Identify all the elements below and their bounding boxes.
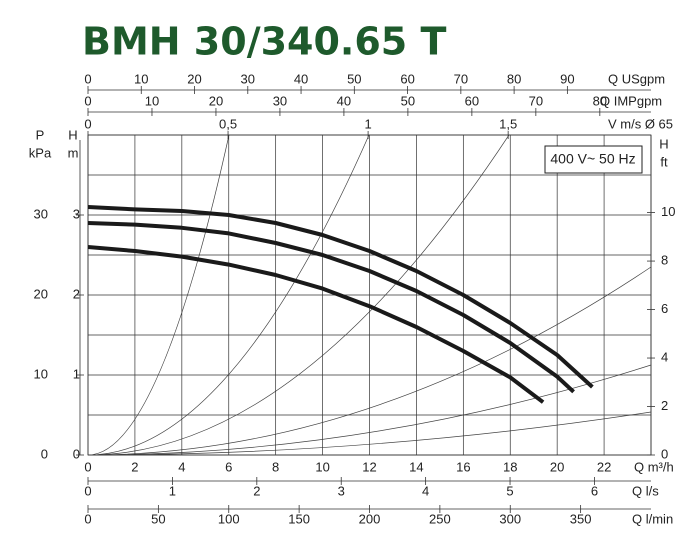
tick-label: 150 <box>288 511 310 526</box>
axis-label: kPa <box>29 145 52 160</box>
tick-label: 10 <box>34 366 48 381</box>
tick-label: 50 <box>151 511 165 526</box>
chart-title: BMH 30/340.65 T <box>82 20 446 64</box>
axis-label: V m/s Ø 65 <box>608 116 673 131</box>
axis-label: ft <box>660 154 668 169</box>
tick-label: 90 <box>560 71 574 86</box>
axis-label: Q USgpm <box>608 71 665 86</box>
tick-label: 8 <box>661 252 668 267</box>
x-tick-label: 20 <box>550 459 564 474</box>
tick-label: 50 <box>347 71 361 86</box>
tick-label: 40 <box>337 93 351 108</box>
x-tick-label: 4 <box>178 459 185 474</box>
x-tick-label: 10 <box>315 459 329 474</box>
tick-label: 0 <box>41 446 48 461</box>
tick-label: 3 <box>338 483 345 498</box>
tick-label: 100 <box>218 511 240 526</box>
annotation: 400 V~ 50 Hz <box>550 151 635 167</box>
pump-curve <box>87 221 575 394</box>
tick-label: 4 <box>661 349 668 364</box>
tick-label: 10 <box>134 71 148 86</box>
tick-label: 1 <box>169 483 176 498</box>
tick-label: 10 <box>661 204 675 219</box>
x-tick-label: 22 <box>597 459 611 474</box>
tick-label: 350 <box>570 511 592 526</box>
tick-label: 5 <box>506 483 513 498</box>
tick-label: 20 <box>209 93 223 108</box>
x-tick-label: 18 <box>503 459 517 474</box>
axis-label: Q l/min <box>632 511 673 526</box>
tick-label: 0 <box>84 511 91 526</box>
tick-label: 80 <box>593 93 607 108</box>
tick-label: 60 <box>400 71 414 86</box>
x-axis-label: Q m³/h <box>634 459 674 474</box>
tick-label: 250 <box>429 511 451 526</box>
tick-label: 40 <box>294 71 308 86</box>
tick-label: 10 <box>145 93 159 108</box>
y-tick-label: 3 <box>73 206 80 221</box>
tick-label: 50 <box>401 93 415 108</box>
tick-label: 2 <box>253 483 260 498</box>
tick-label: 1 <box>364 116 371 131</box>
x-tick-label: 14 <box>409 459 423 474</box>
tick-label: 300 <box>499 511 521 526</box>
y-axis-label: H <box>68 127 77 142</box>
y-tick-label: 1 <box>73 366 80 381</box>
pump-curve <box>87 245 545 404</box>
tick-label: 0 <box>84 483 91 498</box>
tick-label: 70 <box>454 71 468 86</box>
axis-label: H <box>659 136 668 151</box>
x-tick-label: 6 <box>225 459 232 474</box>
tick-label: 6 <box>661 301 668 316</box>
tick-label: 30 <box>241 71 255 86</box>
x-tick-label: 12 <box>362 459 376 474</box>
tick-label: 30 <box>273 93 287 108</box>
y-tick-label: 2 <box>73 286 80 301</box>
tick-label: 0 <box>661 446 668 461</box>
tick-label: 60 <box>465 93 479 108</box>
tick-label: 0 <box>84 93 91 108</box>
tick-label: 30 <box>34 206 48 221</box>
tick-label: 200 <box>359 511 381 526</box>
tick-label: 4 <box>422 483 429 498</box>
x-tick-label: 8 <box>272 459 279 474</box>
tick-label: 0 <box>84 71 91 86</box>
axis-label: Q IMPgpm <box>600 93 662 108</box>
tick-label: 6 <box>591 483 598 498</box>
y-axis-label: m <box>68 145 79 160</box>
y-tick-label: 0 <box>73 446 80 461</box>
x-tick-label: 2 <box>131 459 138 474</box>
tick-label: 2 <box>661 398 668 413</box>
tick-label: 1,5 <box>499 116 517 131</box>
x-tick-label: 16 <box>456 459 470 474</box>
axis-label: Q l/s <box>632 483 659 498</box>
x-tick-label: 0 <box>84 459 91 474</box>
tick-label: 0,5 <box>219 116 237 131</box>
tick-label: 0 <box>84 116 91 131</box>
tick-label: 80 <box>507 71 521 86</box>
pump-curve <box>87 205 594 389</box>
axis-label: P <box>36 127 45 142</box>
annotation-box <box>544 145 643 174</box>
tick-label: 70 <box>529 93 543 108</box>
tick-label: 20 <box>187 71 201 86</box>
tick-label: 20 <box>34 286 48 301</box>
